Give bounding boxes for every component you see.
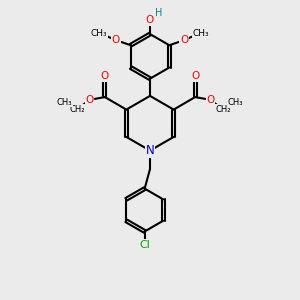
Text: Cl: Cl: [139, 240, 150, 250]
Text: CH₃: CH₃: [228, 98, 243, 106]
Text: CH₂: CH₂: [215, 105, 231, 114]
Text: O: O: [146, 15, 154, 25]
Text: O: O: [180, 35, 188, 45]
Text: O: O: [85, 95, 94, 105]
Text: CH₃: CH₃: [91, 29, 107, 38]
Text: CH₃: CH₃: [193, 29, 209, 38]
Text: O: O: [101, 71, 109, 81]
Text: O: O: [206, 95, 215, 105]
Text: O: O: [112, 35, 120, 45]
Text: O: O: [191, 71, 199, 81]
Text: N: N: [146, 144, 154, 157]
Text: H: H: [155, 8, 163, 18]
Text: CH₃: CH₃: [57, 98, 72, 106]
Text: CH₂: CH₂: [69, 105, 85, 114]
